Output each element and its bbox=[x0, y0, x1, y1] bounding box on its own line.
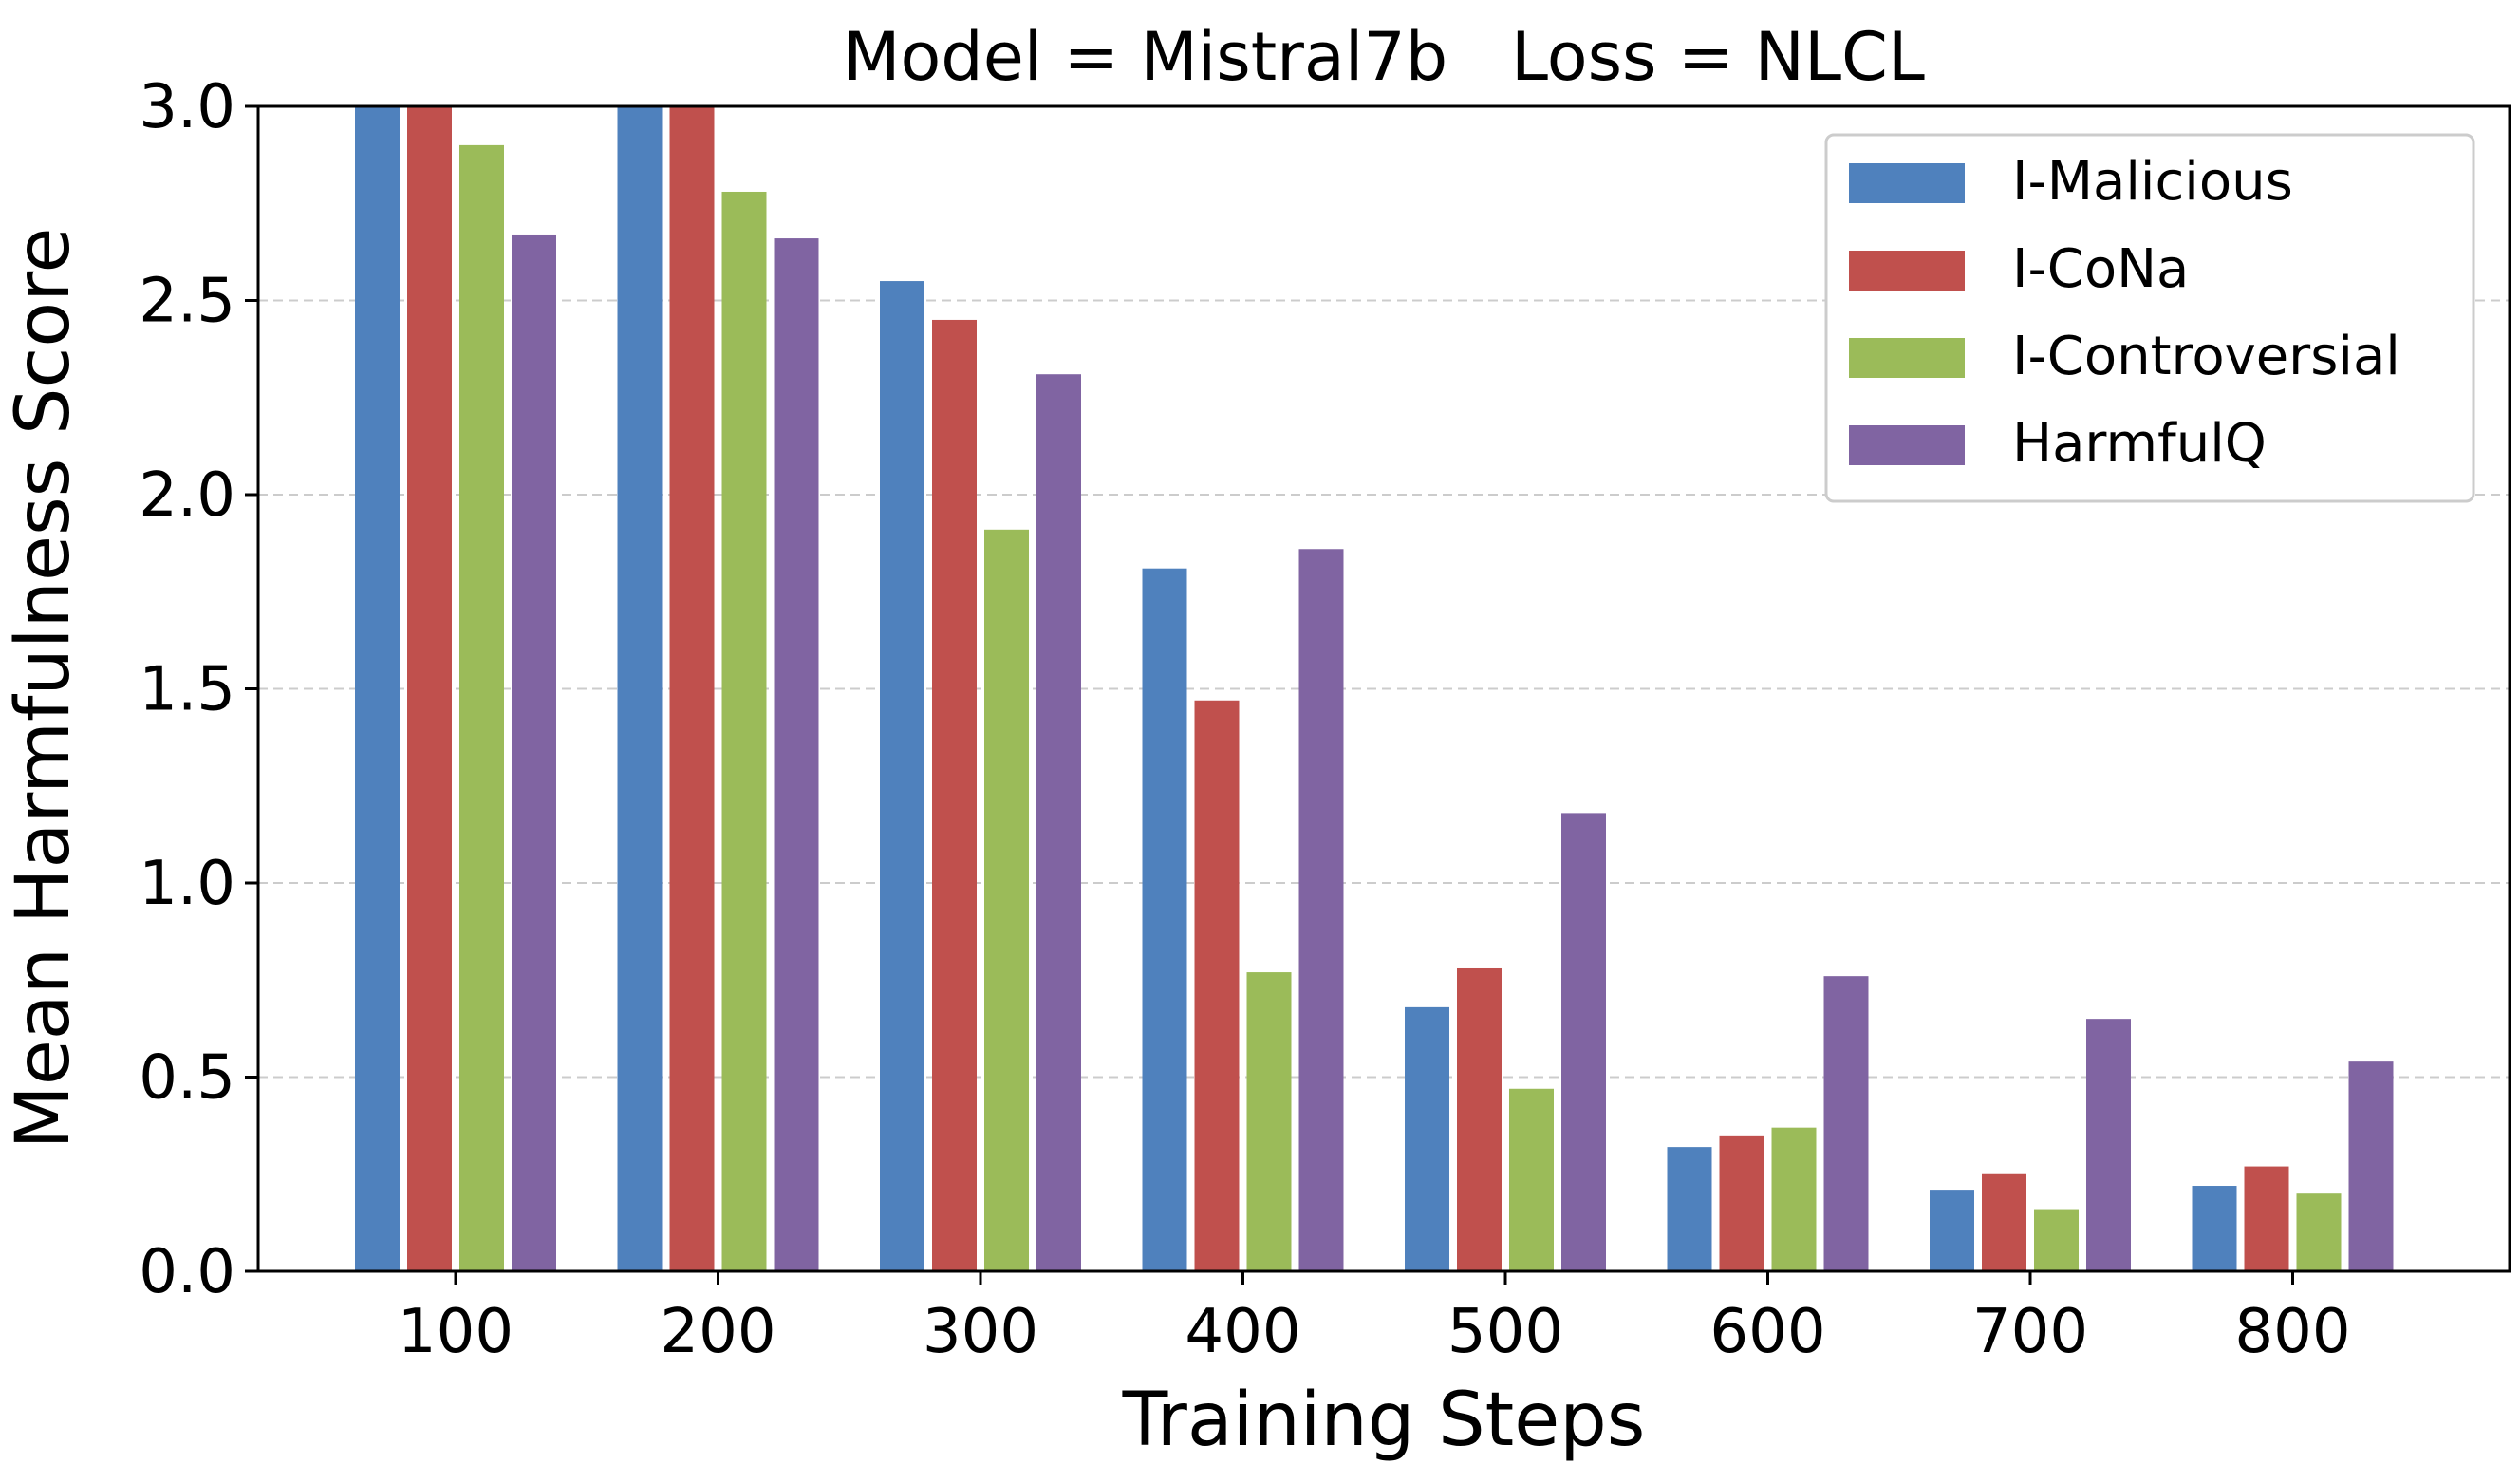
bar-i-cona-600 bbox=[1719, 1135, 1764, 1271]
y-tick-label: 1.0 bbox=[139, 849, 235, 919]
bar-i-controversial-300 bbox=[984, 529, 1029, 1271]
bar-i-cona-500 bbox=[1457, 967, 1502, 1271]
bars bbox=[355, 106, 2394, 1272]
x-tick-label: 300 bbox=[923, 1297, 1038, 1367]
bar-harmfulq-600 bbox=[1823, 976, 1869, 1271]
legend-label: HarmfulQ bbox=[2012, 413, 2267, 475]
bar-i-controversial-500 bbox=[1509, 1088, 1554, 1271]
x-tick-label: 600 bbox=[1709, 1297, 1825, 1367]
legend-swatch bbox=[1849, 163, 1965, 203]
bar-harmfulq-100 bbox=[512, 234, 556, 1272]
x-tick-label: 200 bbox=[660, 1297, 775, 1367]
bar-harmfulq-800 bbox=[2348, 1061, 2394, 1271]
bar-i-cona-300 bbox=[932, 319, 977, 1271]
bar-harmfulq-500 bbox=[1561, 813, 1606, 1271]
bar-harmfulq-700 bbox=[2086, 1019, 2131, 1271]
legend-label: I-Controversial bbox=[2012, 326, 2400, 387]
legend-items: I-Malicious I-CoNa I-Controversial HarmfulQ bbox=[1849, 151, 2400, 475]
legend: I-Malicious I-CoNa I-Controversial HarmfulQ bbox=[1824, 133, 2475, 503]
bar-i-cona-400 bbox=[1194, 700, 1240, 1271]
bar-i-cona-200 bbox=[669, 106, 715, 1271]
bar-i-controversial-200 bbox=[721, 191, 767, 1272]
y-tick-label: 2.5 bbox=[139, 267, 235, 337]
bar-i-malicious-600 bbox=[1667, 1147, 1712, 1271]
bar-i-malicious-500 bbox=[1405, 1006, 1449, 1271]
legend-box bbox=[1824, 133, 2475, 503]
bar-i-controversial-100 bbox=[459, 144, 504, 1271]
y-tick-label: 2.0 bbox=[139, 460, 235, 531]
bar-i-malicious-300 bbox=[880, 281, 924, 1271]
y-tick-label: 0.0 bbox=[139, 1237, 235, 1307]
bar-i-cona-700 bbox=[1982, 1173, 2026, 1271]
y-tick-label: 3.0 bbox=[139, 72, 235, 142]
chart-title: Model = Mistral7b Loss = NLCL bbox=[843, 18, 1925, 96]
y-tick-label: 1.5 bbox=[139, 655, 235, 725]
y-tick-label: 0.5 bbox=[139, 1043, 235, 1114]
x-tick-label: 400 bbox=[1185, 1297, 1300, 1367]
legend-swatch bbox=[1849, 425, 1965, 465]
bar-i-malicious-700 bbox=[1930, 1190, 1974, 1271]
bar-i-malicious-800 bbox=[2192, 1186, 2237, 1271]
bar-harmfulq-400 bbox=[1298, 549, 1344, 1271]
x-tick-label: 100 bbox=[398, 1297, 513, 1367]
legend-swatch bbox=[1849, 251, 1965, 291]
bar-i-malicious-100 bbox=[355, 106, 400, 1271]
bar-i-malicious-400 bbox=[1142, 568, 1187, 1271]
bar-harmfulq-200 bbox=[774, 238, 819, 1271]
bar-i-controversial-700 bbox=[2034, 1209, 2079, 1271]
x-axis-title: Training Steps bbox=[1122, 1378, 1646, 1463]
y-axis-title: Mean Harmfulness Score bbox=[1, 228, 86, 1150]
bar-i-controversial-800 bbox=[2296, 1193, 2342, 1271]
bar-i-cona-100 bbox=[407, 106, 452, 1271]
x-tick-label: 700 bbox=[1972, 1297, 2088, 1367]
bar-i-controversial-400 bbox=[1246, 972, 1292, 1271]
bar-i-malicious-200 bbox=[617, 106, 663, 1271]
x-axis-ticks: 100 200 300 400 500 600 700 800 bbox=[398, 1271, 2351, 1367]
x-tick-label: 500 bbox=[1447, 1297, 1563, 1367]
legend-swatch bbox=[1849, 338, 1965, 378]
legend-label: I-Malicious bbox=[2012, 151, 2293, 213]
bar-i-cona-800 bbox=[2244, 1166, 2289, 1271]
bar-i-controversial-600 bbox=[1771, 1127, 1817, 1271]
legend-label: I-CoNa bbox=[2012, 238, 2189, 300]
x-tick-label: 800 bbox=[2234, 1297, 2350, 1367]
y-axis-ticks: 0.0 0.5 1.0 1.5 2.0 2.5 3.0 bbox=[139, 72, 258, 1307]
bar-harmfulq-300 bbox=[1036, 374, 1081, 1272]
